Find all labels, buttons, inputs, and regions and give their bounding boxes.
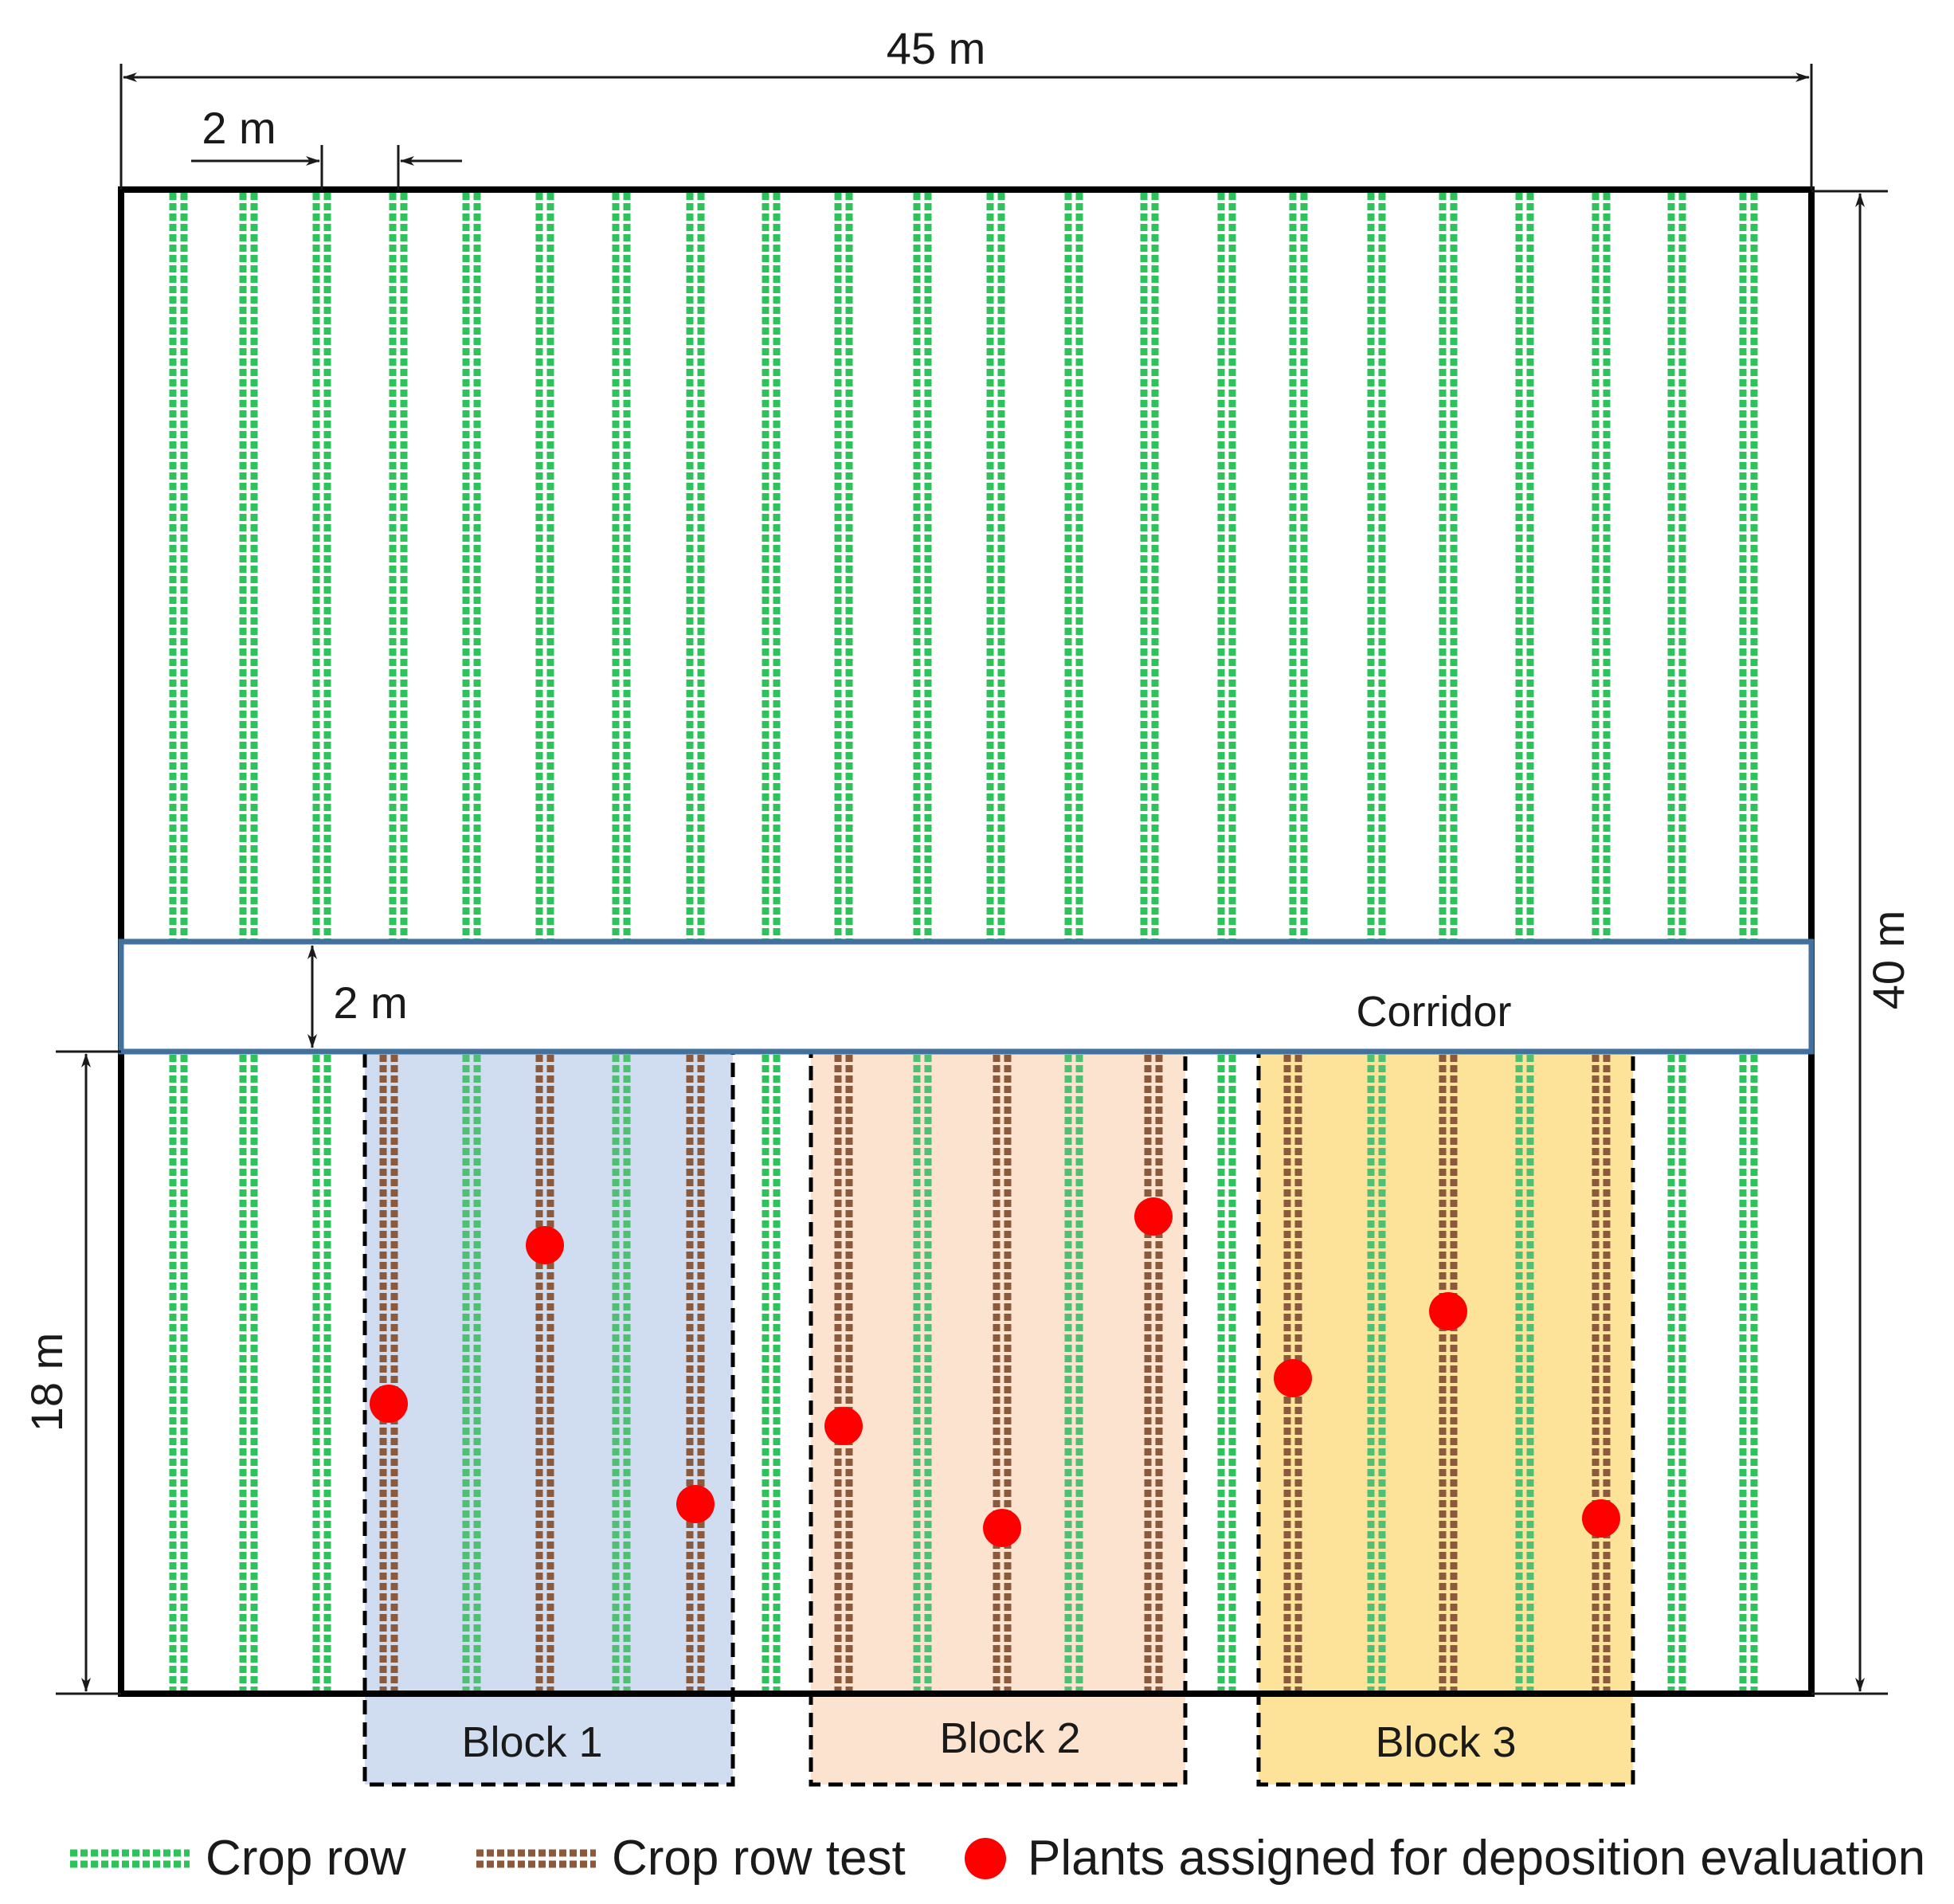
crop-row [612,1055,631,1690]
block-1-label: Block 1 [461,1718,602,1766]
row-spacing-label: 2 m [202,103,276,153]
crop-row-test [379,1055,398,1690]
legend: Crop row Crop row test Plants assigned f… [70,1831,1925,1886]
crop-row [1739,1055,1758,1690]
crop-row [1739,193,1758,940]
legend-crop-row-test-swatch [476,1849,596,1868]
crop-row [1367,193,1386,940]
crop-row [312,1055,331,1690]
crop-row [1367,1055,1386,1690]
legend-crop-row-label: Crop row [206,1831,406,1886]
legend-plant-marker [965,1838,1006,1879]
crop-row [535,193,554,940]
crop-row [239,1055,258,1690]
crop-row [1064,193,1083,940]
crop-row [1140,193,1159,940]
crop-row [986,193,1005,940]
crop-row [612,193,631,940]
plant-marker [526,1226,564,1264]
crop-rows-upper [169,193,1758,940]
plant-marker [1134,1197,1173,1236]
field-width-label: 45 m [887,23,986,73]
crop-row [1217,193,1236,940]
crop-row [834,193,853,940]
plant-marker [1582,1499,1620,1538]
dimension-test-length: 18 m [22,1050,121,1695]
dimension-field-length: 40 m [1811,190,1913,1695]
crop-row [169,1055,188,1690]
crop-row [913,193,932,940]
crop-row [312,193,331,940]
crop-row [1217,1055,1236,1690]
plant-marker [676,1485,715,1523]
corridor-label: Corridor [1356,988,1511,1036]
block-3-label: Block 3 [1375,1718,1516,1766]
crop-row [1515,1055,1534,1690]
legend-crop-row-swatch [70,1849,190,1868]
crop-row [762,1055,781,1690]
crop-row [762,193,781,940]
block-2-label: Block 2 [939,1714,1080,1762]
crop-row [1515,193,1534,940]
plant-marker [983,1509,1021,1547]
crop-row [1289,193,1308,940]
plant-marker [1274,1359,1312,1397]
plant-marker [370,1385,408,1423]
field-length-label: 40 m [1863,911,1913,1010]
legend-plants-label: Plants assigned for deposition evaluatio… [1028,1831,1925,1886]
corridor [118,938,1815,1055]
crop-row-test [1439,1055,1458,1690]
legend-crop-row-test-label: Crop row test [612,1831,906,1886]
dimension-field-width: 45 m [119,23,1813,190]
crop-rows-lower [169,1055,1758,1690]
crop-row-test [535,1055,554,1690]
crop-row [169,193,188,940]
test-length-label: 18 m [22,1333,72,1432]
crop-row [913,1055,932,1690]
crop-row [1667,1055,1686,1690]
dimension-corridor-width: 2 m [307,945,408,1048]
plant-marker [1429,1292,1467,1330]
crop-row [1667,193,1686,940]
crop-row [389,193,408,940]
crop-row [1439,193,1458,940]
crop-row-test [1592,1055,1611,1690]
crop-row [686,193,705,940]
crop-row [1064,1055,1083,1690]
dimension-row-spacing: 2 m [191,103,462,190]
crop-row [239,193,258,940]
plant-markers [370,1197,1620,1547]
crop-row-test [686,1055,705,1690]
crop-row [1592,193,1611,940]
crop-row [462,193,481,940]
crop-row [462,1055,481,1690]
corridor-width-label: 2 m [333,977,407,1028]
plant-marker [824,1407,863,1445]
crop-row-test [993,1055,1012,1690]
crop-row-test [834,1055,853,1690]
crop-row-test [1144,1055,1163,1690]
